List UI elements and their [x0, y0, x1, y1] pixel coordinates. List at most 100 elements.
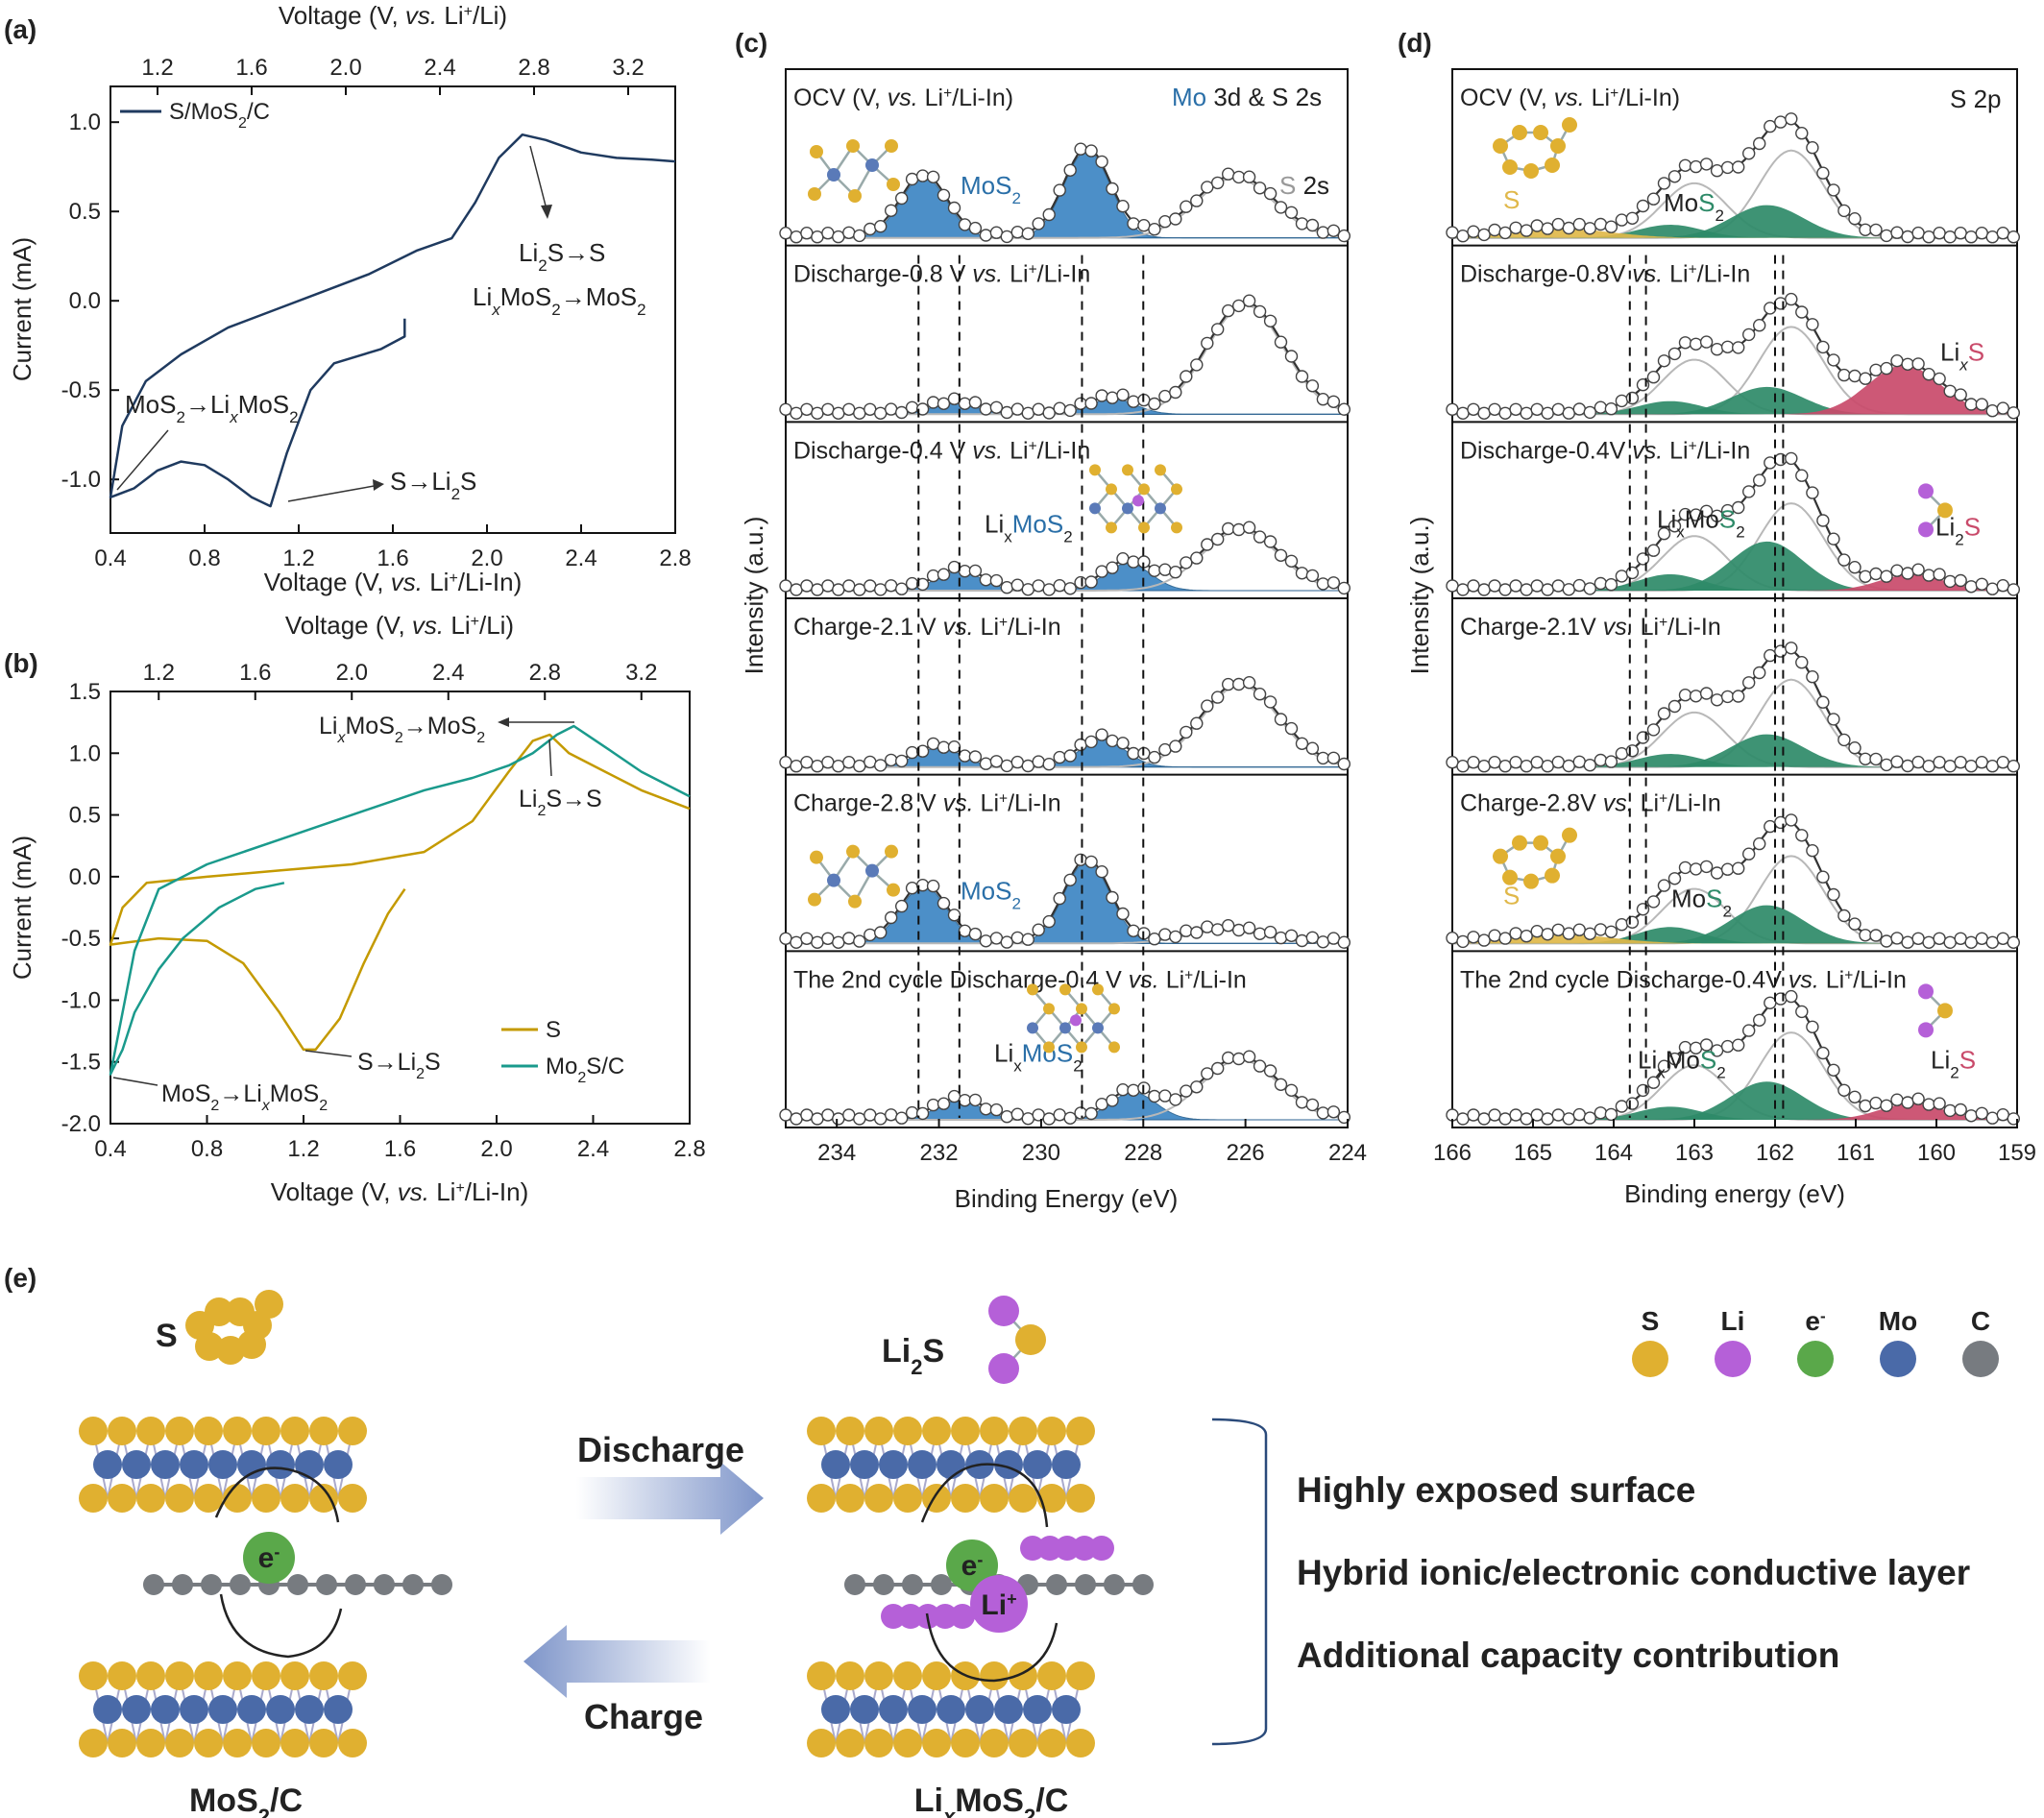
data-point	[1837, 909, 1851, 923]
data-point	[1263, 1064, 1278, 1078]
data-point	[1084, 397, 1098, 410]
data-point	[937, 1097, 951, 1110]
data-point	[1615, 570, 1629, 583]
data-point	[779, 756, 792, 769]
data-point	[895, 582, 909, 595]
data-point	[1827, 713, 1840, 726]
s-atom	[280, 1661, 309, 1690]
data-point	[1305, 379, 1320, 393]
s-atom	[136, 1484, 165, 1513]
data-point	[1996, 226, 2010, 240]
data-point	[1498, 583, 1512, 596]
data-point	[1253, 304, 1267, 319]
data-point	[1985, 404, 2000, 418]
data-point	[1337, 935, 1351, 949]
data-point	[1594, 576, 1608, 591]
panel-b-series	[109, 724, 691, 1076]
row-label: Discharge-0.8V vs. Li+/Li-In	[1460, 261, 1750, 288]
data-point	[1042, 207, 1056, 222]
data-point	[1210, 323, 1225, 336]
li-atom	[898, 1604, 923, 1629]
data-point	[1699, 158, 1714, 171]
s-atom	[108, 1661, 136, 1690]
data-point	[1210, 532, 1225, 546]
atom	[885, 139, 898, 153]
atom	[1138, 483, 1150, 496]
data-point	[1880, 1099, 1893, 1113]
s-atom	[864, 1661, 893, 1690]
data-point	[1922, 1098, 1935, 1111]
data-point	[874, 926, 888, 939]
data-point	[842, 579, 856, 593]
data-point	[842, 756, 856, 769]
data-point	[1667, 347, 1682, 361]
atom	[887, 178, 900, 191]
panel-a-xlabel: Voltage (V, vs. Li+/Li-In)	[264, 568, 523, 596]
c-atom	[287, 1574, 308, 1595]
atom	[827, 168, 840, 182]
data-point	[1731, 500, 1745, 515]
data-point	[1741, 327, 1756, 342]
data-point	[937, 896, 951, 910]
data-point	[1053, 750, 1066, 764]
data-point	[1148, 564, 1161, 577]
atom	[1523, 873, 1539, 889]
data-point	[915, 402, 930, 416]
data-point	[1890, 564, 1904, 577]
x-tick-label: 161	[1837, 1140, 1875, 1166]
data-point	[1530, 756, 1544, 769]
data-point	[1116, 388, 1130, 401]
s-atom	[338, 1661, 367, 1690]
panel-b-yticks: -2.0 -1.5 -1.0 -0.5 0.0 0.5 1.0 1.5	[61, 679, 119, 1137]
data-point	[1488, 1108, 1501, 1122]
s-atom	[79, 1729, 108, 1757]
data-point	[947, 560, 961, 574]
data-point	[1446, 756, 1459, 769]
data-point	[1795, 305, 1809, 319]
row-label: OCV (V, vs. Li+/Li-In)	[793, 85, 1013, 111]
data-point	[1063, 749, 1077, 763]
data-point	[1922, 368, 1935, 381]
data-point	[1180, 1084, 1193, 1098]
data-point	[1253, 182, 1267, 195]
atom	[827, 873, 840, 887]
data-point	[811, 760, 824, 773]
data-point	[979, 934, 993, 948]
data-point	[1509, 402, 1522, 416]
x-tick-label: 163	[1675, 1140, 1714, 1166]
panel-b-legend-label-s: S	[546, 1017, 561, 1043]
data-point	[853, 759, 866, 773]
fit-component	[785, 303, 1349, 416]
data-point	[1869, 363, 1883, 376]
data-point	[1827, 532, 1840, 545]
mo-atom	[821, 1450, 850, 1479]
atom	[1122, 502, 1133, 515]
data-point	[832, 935, 845, 949]
mo-atom	[122, 1450, 151, 1479]
data-point	[1488, 756, 1501, 769]
data-point	[1583, 927, 1597, 940]
data-point	[937, 397, 951, 410]
data-point	[1063, 582, 1077, 595]
data-point	[1806, 140, 1819, 155]
x2-tick-label: 1.6	[235, 55, 267, 81]
data-point	[1562, 1112, 1576, 1126]
data-point	[1615, 1100, 1629, 1113]
panel-b-legend-label-mo2s: Mo2S/C	[546, 1054, 624, 1086]
data-point	[1467, 225, 1480, 238]
data-point	[1562, 759, 1576, 773]
data-point	[1509, 756, 1522, 769]
data-point	[1699, 860, 1714, 874]
data-point	[832, 760, 845, 773]
atom	[1043, 1041, 1055, 1054]
panel-a-arrow-reduction-2	[287, 484, 380, 502]
li-atom	[1055, 1536, 1080, 1561]
fit-component	[1452, 1081, 2017, 1120]
data-point	[1667, 1052, 1682, 1066]
data-point	[905, 576, 919, 591]
atom	[1155, 464, 1166, 476]
data-point	[1985, 935, 2000, 949]
panel-b-xticks: 0.4 0.8 1.2 1.6 2.0 2.4 2.8	[94, 1115, 706, 1162]
s-atom	[1009, 1417, 1037, 1445]
data-point	[832, 583, 845, 596]
